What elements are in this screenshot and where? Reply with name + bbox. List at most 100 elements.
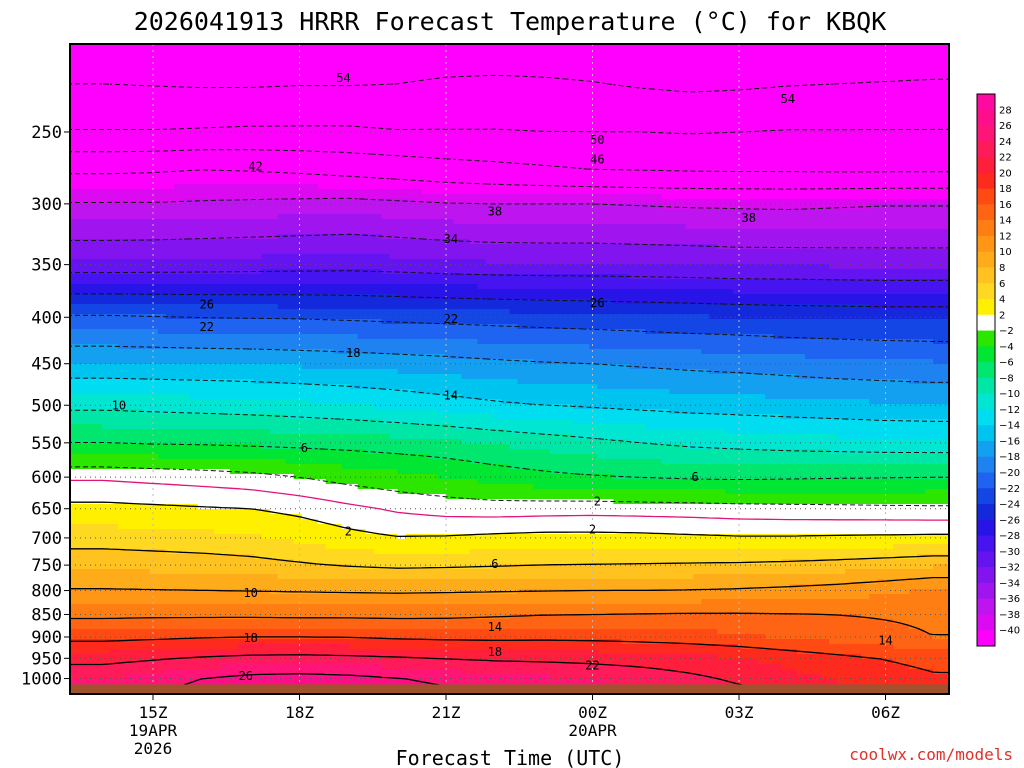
- temp-cell: [133, 114, 143, 120]
- temp-cell: [573, 134, 583, 140]
- temp-cell: [165, 159, 175, 165]
- temp-cell: [285, 164, 295, 170]
- temp-cell: [293, 154, 303, 160]
- temp-cell: [85, 54, 95, 60]
- temp-cell: [485, 174, 495, 180]
- temp-cell: [269, 44, 279, 50]
- temp-cell: [277, 139, 287, 145]
- temp-cell: [693, 154, 702, 160]
- temp-cell: [773, 134, 782, 140]
- temp-cell: [557, 114, 567, 120]
- temp-cell: [677, 264, 686, 270]
- temp-cell: [549, 259, 559, 265]
- temp-cell: [725, 159, 734, 165]
- temp-cell: [469, 239, 479, 245]
- temp-cell: [701, 114, 710, 120]
- temp-cell: [197, 199, 207, 205]
- temp-cell: [165, 104, 175, 110]
- temp-cell: [485, 114, 495, 120]
- temp-cell: [285, 224, 295, 230]
- temp-cell: [789, 194, 798, 200]
- temp-cell: [141, 64, 151, 70]
- temp-cell: [877, 229, 886, 235]
- temp-cell: [101, 234, 111, 240]
- temp-cell: [205, 144, 215, 150]
- temp-cell: [477, 89, 487, 95]
- temp-cell: [709, 249, 718, 255]
- temp-cell: [725, 224, 734, 230]
- temp-cell: [749, 89, 758, 95]
- temp-cell: [141, 84, 151, 90]
- temp-cell: [613, 204, 622, 210]
- temp-cell: [205, 154, 215, 160]
- temp-cell: [501, 114, 511, 120]
- temp-cell: [661, 69, 670, 75]
- temp-cell: [541, 259, 551, 265]
- temp-cell: [861, 184, 870, 190]
- temp-cell: [141, 129, 151, 135]
- temp-cell: [237, 94, 247, 100]
- temp-cell: [341, 239, 351, 245]
- temp-cell: [77, 234, 87, 240]
- temp-cell: [909, 149, 918, 155]
- temp-cell: [437, 134, 447, 140]
- temp-cell: [821, 79, 830, 85]
- temp-cell: [149, 254, 159, 260]
- temp-cell: [749, 114, 758, 120]
- temp-cell: [661, 119, 670, 125]
- temp-cell: [597, 84, 606, 90]
- temp-cell: [269, 64, 279, 70]
- temp-cell: [277, 124, 287, 130]
- temp-cell: [845, 229, 854, 235]
- temp-cell: [101, 149, 111, 155]
- temp-cell: [885, 239, 894, 245]
- temp-cell: [653, 209, 662, 215]
- temp-cell: [141, 54, 151, 60]
- temp-cell: [653, 239, 662, 245]
- temp-cell: [245, 139, 255, 145]
- temp-cell: [381, 264, 391, 270]
- temp-cell: [349, 219, 359, 225]
- temp-cell: [493, 139, 503, 145]
- temp-cell: [189, 124, 199, 130]
- temp-cell: [693, 189, 702, 195]
- temp-cell: [165, 189, 175, 195]
- temp-cell: [725, 214, 734, 220]
- temp-cell: [141, 49, 151, 55]
- temp-cell: [669, 149, 678, 155]
- temp-cell: [917, 144, 926, 150]
- temp-cell: [301, 59, 311, 65]
- temp-cell: [253, 149, 263, 155]
- temp-cell: [189, 194, 199, 200]
- temp-cell: [365, 159, 375, 165]
- temp-cell: [70, 169, 79, 175]
- temp-cell: [149, 224, 159, 230]
- temp-cell: [85, 184, 95, 190]
- temp-cell: [253, 264, 263, 270]
- temp-cell: [349, 169, 359, 175]
- temp-cell: [389, 169, 399, 175]
- temp-cell: [605, 209, 614, 215]
- temp-cell: [333, 104, 343, 110]
- temp-cell: [101, 269, 111, 275]
- temp-cell: [293, 44, 303, 50]
- temp-cell: [285, 99, 295, 105]
- temp-cell: [381, 189, 391, 195]
- temp-cell: [221, 144, 231, 150]
- temp-cell: [93, 69, 103, 75]
- temp-cell: [109, 184, 119, 190]
- temp-cell: [757, 224, 766, 230]
- temp-cell: [549, 209, 559, 215]
- temp-cell: [493, 214, 503, 220]
- temp-cell: [213, 249, 223, 255]
- temp-cell: [141, 149, 151, 155]
- temp-cell: [613, 224, 622, 230]
- temp-cell: [485, 144, 495, 150]
- temp-cell: [677, 89, 686, 95]
- temp-cell: [125, 144, 135, 150]
- temp-cell: [557, 144, 567, 150]
- temp-cell: [653, 244, 662, 250]
- temp-cell: [685, 89, 694, 95]
- temp-cell: [157, 79, 167, 85]
- temp-cell: [93, 139, 103, 145]
